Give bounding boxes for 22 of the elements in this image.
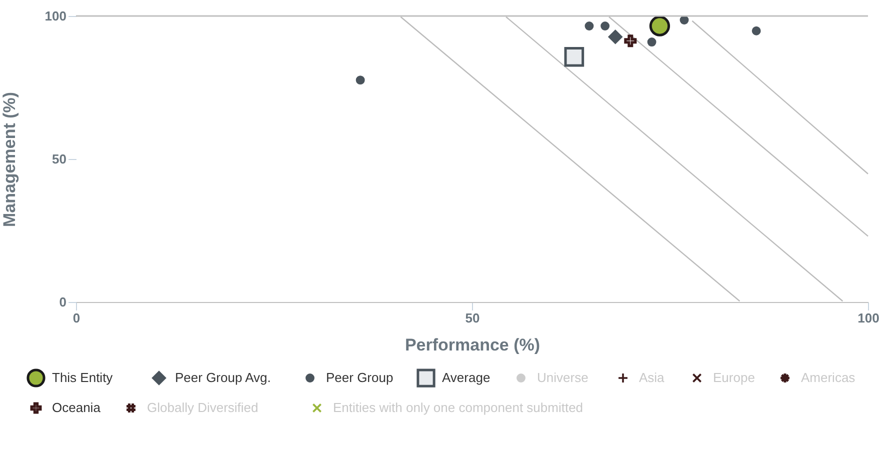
y-tick-label: 50 [52, 152, 66, 166]
y-axis-title: Management (%) [0, 92, 19, 228]
point [584, 22, 594, 30]
legend-label: This Entity [52, 370, 114, 385]
y-tick-label: 0 [59, 294, 66, 310]
point [608, 29, 623, 44]
legend-label: Oceania [52, 400, 102, 415]
y-tick-label: 100 [44, 8, 66, 24]
x-tick-label: 50 [465, 310, 480, 326]
point [356, 76, 365, 85]
legend-label: Average [442, 370, 490, 385]
point [649, 16, 670, 36]
point [647, 38, 656, 46]
x-tick-label: 100 [858, 310, 879, 326]
point [752, 26, 761, 36]
point [600, 22, 610, 30]
legend-label: Peer Group Avg. [175, 370, 271, 385]
x-tick-label: 0 [72, 310, 80, 326]
point [624, 34, 637, 48]
legend-label: Peer Group [326, 370, 394, 385]
point [564, 46, 584, 67]
x-axis-title: Performance (%) [404, 336, 540, 354]
